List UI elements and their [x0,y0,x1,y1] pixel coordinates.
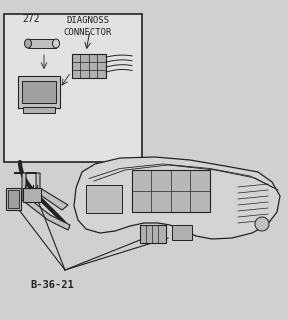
Text: B-36-21: B-36-21 [30,280,74,290]
Ellipse shape [52,39,60,48]
Polygon shape [74,157,280,239]
Circle shape [255,217,269,231]
Bar [23,188,41,202]
Bar [28,39,56,48]
Bar [6,188,21,210]
Polygon shape [14,173,70,230]
Bar [140,225,166,243]
Text: 272: 272 [22,14,40,24]
Bar [8,190,19,208]
Bar [72,54,106,78]
Bar [86,185,122,213]
Bar [22,81,56,103]
Bar [18,76,60,108]
Text: DIAGNOSS
CONNECTOR: DIAGNOSS CONNECTOR [64,16,112,37]
Bar [132,170,210,212]
Bar [172,225,192,240]
Bar [23,107,55,113]
Ellipse shape [24,39,31,48]
Bar [4,14,142,162]
